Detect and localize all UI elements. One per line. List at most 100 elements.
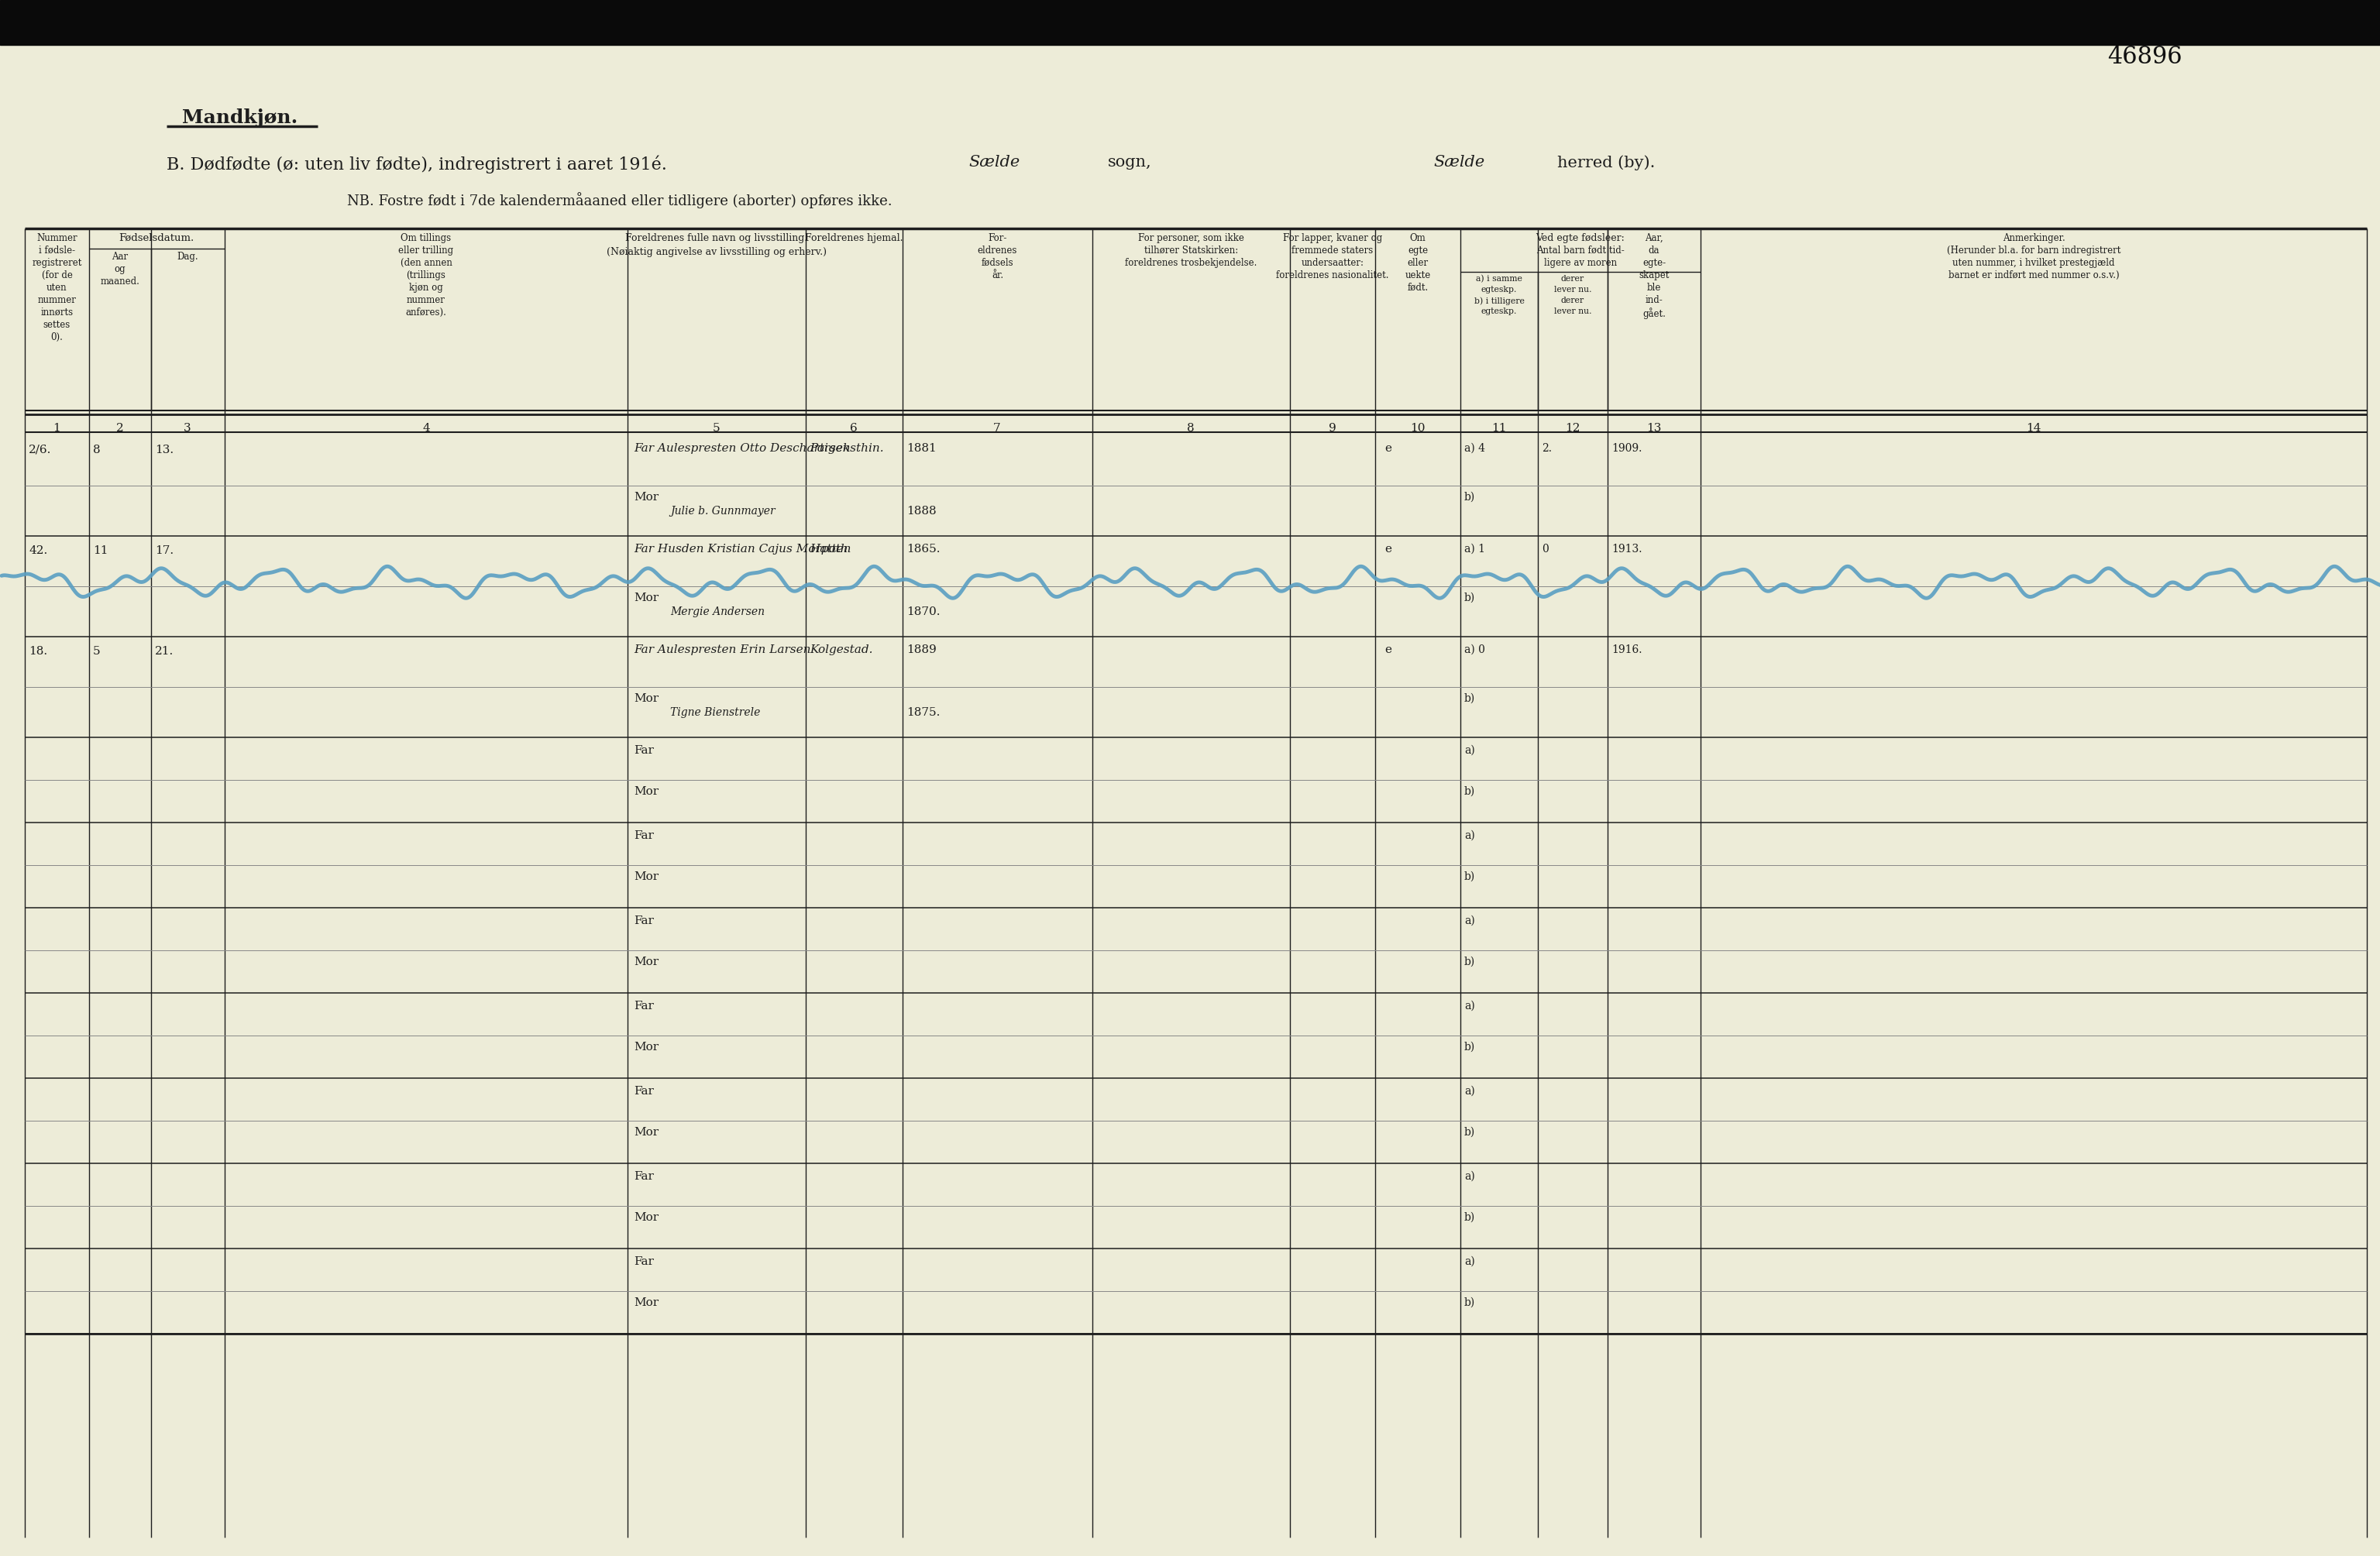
Text: egte: egte bbox=[1407, 246, 1428, 255]
Text: 3: 3 bbox=[183, 423, 190, 434]
Text: ind-: ind- bbox=[1645, 296, 1664, 305]
Bar bbox=[0, 0, 2380, 45]
Text: Dag.: Dag. bbox=[176, 252, 198, 261]
Text: Sælde: Sælde bbox=[969, 156, 1019, 170]
Text: b) i tilligere: b) i tilligere bbox=[1473, 297, 1523, 305]
Text: eller trilling: eller trilling bbox=[397, 246, 455, 255]
Text: b): b) bbox=[1464, 1298, 1476, 1309]
Text: ligere av moren: ligere av moren bbox=[1545, 258, 1616, 268]
Text: egteskp.: egteskp. bbox=[1480, 308, 1516, 316]
Text: Aar: Aar bbox=[112, 252, 129, 261]
Text: a): a) bbox=[1464, 1172, 1476, 1183]
Text: nummer: nummer bbox=[407, 296, 445, 305]
Text: For personer, som ikke: For personer, som ikke bbox=[1138, 233, 1245, 243]
Text: e: e bbox=[1385, 644, 1392, 655]
Text: 12: 12 bbox=[1566, 423, 1580, 434]
Text: 11: 11 bbox=[93, 545, 107, 555]
Text: a): a) bbox=[1464, 831, 1476, 842]
Text: e: e bbox=[1385, 543, 1392, 554]
Text: a): a) bbox=[1464, 915, 1476, 926]
Text: Far Husden Kristian Cajus Morpoth: Far Husden Kristian Cajus Morpoth bbox=[633, 543, 847, 554]
Text: Far: Far bbox=[633, 915, 655, 926]
Text: (Herunder bl.a. for barn indregistrert: (Herunder bl.a. for barn indregistrert bbox=[1947, 246, 2121, 255]
Text: Mor: Mor bbox=[633, 692, 659, 703]
Text: innørts: innørts bbox=[40, 308, 74, 317]
Text: og: og bbox=[114, 265, 126, 274]
Text: 7: 7 bbox=[992, 423, 1002, 434]
Text: 2/6.: 2/6. bbox=[29, 445, 52, 456]
Text: Mor: Mor bbox=[633, 1127, 659, 1137]
Text: 8: 8 bbox=[1188, 423, 1195, 434]
Text: b): b) bbox=[1464, 786, 1476, 797]
Text: Mor: Mor bbox=[633, 1041, 659, 1052]
Text: Far: Far bbox=[633, 831, 655, 842]
Text: (for de: (for de bbox=[40, 271, 71, 280]
Text: (den annen: (den annen bbox=[400, 258, 452, 268]
Text: b): b) bbox=[1464, 1127, 1476, 1137]
Text: undersaatter:: undersaatter: bbox=[1302, 258, 1364, 268]
Text: Hatten: Hatten bbox=[809, 543, 852, 554]
Text: Om: Om bbox=[1409, 233, 1426, 243]
Text: 2: 2 bbox=[117, 423, 124, 434]
Text: Om tillings: Om tillings bbox=[400, 233, 452, 243]
Text: a): a) bbox=[1464, 1001, 1476, 1011]
Text: skapet: skapet bbox=[1640, 271, 1668, 280]
Text: 0: 0 bbox=[1542, 543, 1549, 554]
Text: B. Dødfødte (ø: uten liv fødte), indregistrert i aaret 191é.: B. Dødfødte (ø: uten liv fødte), indregi… bbox=[167, 156, 666, 173]
Text: a) 4: a) 4 bbox=[1464, 443, 1485, 454]
Text: 0).: 0). bbox=[50, 333, 64, 342]
Text: lever nu.: lever nu. bbox=[1554, 308, 1592, 316]
Text: derer: derer bbox=[1561, 297, 1585, 305]
Text: ble: ble bbox=[1647, 283, 1661, 293]
Text: fødsels: fødsels bbox=[981, 258, 1014, 268]
Text: Mor: Mor bbox=[633, 593, 659, 604]
Text: Antal barn født tid-: Antal barn født tid- bbox=[1537, 246, 1626, 255]
Text: 1875.: 1875. bbox=[907, 706, 940, 717]
Text: settes: settes bbox=[43, 321, 71, 330]
Text: Foreldrenes hjemal.: Foreldrenes hjemal. bbox=[804, 233, 902, 243]
Text: Mor: Mor bbox=[633, 871, 659, 882]
Text: Mor: Mor bbox=[633, 957, 659, 968]
Text: 1: 1 bbox=[52, 423, 60, 434]
Text: 17.: 17. bbox=[155, 545, 174, 555]
Text: Foreldrenes fulle navn og livsstilling.: Foreldrenes fulle navn og livsstilling. bbox=[626, 233, 807, 243]
Text: a): a) bbox=[1464, 745, 1476, 756]
Text: 13: 13 bbox=[1647, 423, 1661, 434]
Text: registreret: registreret bbox=[31, 258, 81, 268]
Text: 5: 5 bbox=[93, 646, 100, 657]
Text: a) i samme: a) i samme bbox=[1476, 275, 1523, 283]
Text: 1916.: 1916. bbox=[1611, 644, 1642, 655]
Text: For lapper, kvaner og: For lapper, kvaner og bbox=[1283, 233, 1383, 243]
Text: Far: Far bbox=[633, 745, 655, 756]
Text: b): b) bbox=[1464, 1041, 1476, 1052]
Text: Mandkjøn.: Mandkjøn. bbox=[183, 109, 298, 128]
Text: 4: 4 bbox=[421, 423, 431, 434]
Text: e: e bbox=[1385, 443, 1392, 454]
Text: b): b) bbox=[1464, 957, 1476, 968]
Text: b): b) bbox=[1464, 492, 1476, 503]
Text: eldrenes: eldrenes bbox=[978, 246, 1016, 255]
Text: uten nummer, i hvilket prestegjæld: uten nummer, i hvilket prestegjæld bbox=[1952, 258, 2116, 268]
Text: Far: Far bbox=[633, 1001, 655, 1011]
Text: nummer: nummer bbox=[38, 296, 76, 305]
Text: 9: 9 bbox=[1328, 423, 1335, 434]
Text: barnet er indført med nummer o.s.v.): barnet er indført med nummer o.s.v.) bbox=[1949, 271, 2118, 280]
Text: Mergie Andersen: Mergie Andersen bbox=[671, 607, 764, 618]
Text: uekte: uekte bbox=[1404, 271, 1430, 280]
Text: 18.: 18. bbox=[29, 646, 48, 657]
Text: egte-: egte- bbox=[1642, 258, 1666, 268]
Text: 8: 8 bbox=[93, 445, 100, 456]
Text: Mor: Mor bbox=[633, 1212, 659, 1223]
Text: født.: født. bbox=[1407, 283, 1428, 293]
Text: 1865.: 1865. bbox=[907, 543, 940, 554]
Text: a) 1: a) 1 bbox=[1464, 543, 1485, 554]
Text: kjøn og: kjøn og bbox=[409, 283, 443, 293]
Text: Julie b. Gunnmayer: Julie b. Gunnmayer bbox=[671, 506, 776, 517]
Text: maaned.: maaned. bbox=[100, 277, 140, 286]
Text: a): a) bbox=[1464, 1086, 1476, 1097]
Text: 2.: 2. bbox=[1542, 443, 1552, 454]
Text: Far: Far bbox=[633, 1172, 655, 1183]
Text: Ved egte fødsleer:: Ved egte fødsleer: bbox=[1535, 233, 1626, 243]
Text: (trillings: (trillings bbox=[407, 271, 445, 280]
Text: 11: 11 bbox=[1492, 423, 1507, 434]
